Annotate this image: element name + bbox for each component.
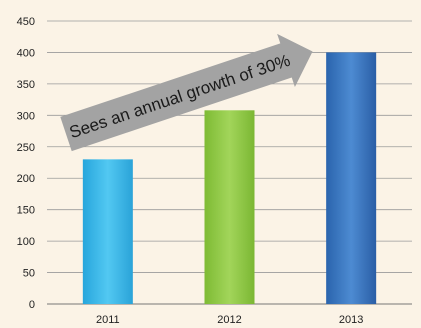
bar-2013	[326, 52, 377, 304]
growth-arrow-shape	[60, 33, 313, 152]
x-axis-ticks: 2011 2012 2013	[96, 314, 363, 326]
y-tick-label-400: 400	[17, 47, 35, 59]
x-tick-label-2013: 2013	[339, 314, 363, 326]
y-tick-label-300: 300	[17, 110, 35, 122]
y-tick-label-450: 450	[17, 16, 35, 28]
y-tick-label-0: 0	[29, 299, 35, 311]
y-tick-label-250: 250	[17, 142, 35, 154]
y-tick-label-150: 150	[17, 205, 35, 217]
bar-2011	[82, 159, 133, 304]
bars	[82, 52, 377, 305]
bar-2012	[204, 110, 255, 305]
y-tick-label-200: 200	[17, 173, 35, 185]
y-tick-label-350: 350	[17, 79, 35, 91]
x-tick-label-2012: 2012	[217, 314, 241, 326]
y-axis-ticks: 0 50 100 150 200 250 300 350 400 450	[17, 16, 35, 311]
y-tick-label-100: 100	[17, 236, 35, 248]
x-tick-label-2011: 2011	[96, 314, 120, 326]
y-tick-label-50: 50	[23, 268, 35, 280]
